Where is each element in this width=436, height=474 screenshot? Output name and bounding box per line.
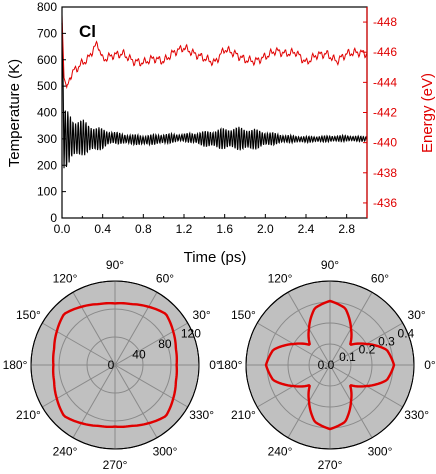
angle-tick-label: 330° bbox=[404, 408, 429, 422]
polar-frame bbox=[245, 280, 415, 450]
radial-tick-label: 80 bbox=[158, 337, 172, 351]
y-axis-label-right: Energy (eV) bbox=[419, 73, 436, 153]
x-tick-label: 0.8 bbox=[135, 222, 152, 236]
line-chart: 0.0 0.4 0.8 1.2 1.6 2.0 2.4 2.8 0 100 200 300 400 500… bbox=[6, 0, 436, 266]
radial-tick-label: 0.2 bbox=[359, 342, 376, 356]
temperature-line bbox=[61, 22, 368, 169]
y-tick-label-right: -438 bbox=[373, 166, 397, 180]
angular-grid-line bbox=[42, 322, 116, 366]
x-tick-label: 1.6 bbox=[216, 222, 233, 236]
y-tick-label-right: -448 bbox=[373, 15, 397, 29]
angular-grid-line bbox=[114, 322, 188, 366]
x-tick-label: 0.0 bbox=[54, 222, 71, 236]
y-tick-label-left: 100 bbox=[37, 185, 57, 199]
radial-tick-label: 0.3 bbox=[378, 334, 395, 348]
x-tick-label: 1.2 bbox=[176, 222, 193, 236]
angle-tick-label: 90° bbox=[321, 258, 339, 272]
angle-tick-label: 240° bbox=[53, 445, 78, 459]
angle-tick-label: 90° bbox=[106, 258, 124, 272]
angle-tick-label: 270° bbox=[318, 458, 343, 472]
angle-tick-label: 330° bbox=[189, 408, 214, 422]
radial-tick-label: 0 bbox=[108, 358, 115, 372]
radial-tick-label: 0.1 bbox=[339, 350, 356, 364]
y-tick-label-left: 200 bbox=[37, 158, 57, 172]
y-tick-label-right: -442 bbox=[373, 106, 397, 120]
angle-tick-label: 300° bbox=[153, 445, 178, 459]
y-tick-label-left: 500 bbox=[37, 79, 57, 93]
polar-data-line bbox=[264, 299, 396, 431]
angle-tick-label: 210° bbox=[231, 408, 256, 422]
angle-tick-label: 210° bbox=[16, 408, 41, 422]
radial-tick-label: 40 bbox=[132, 348, 146, 362]
polar-plot-right: 0° 30° 60° 90° 120° 150° 180° 210° 240° 270° 300° 3… bbox=[218, 258, 436, 472]
y-tick-label-left: 800 bbox=[37, 0, 57, 14]
y-tick-label-left: 400 bbox=[37, 106, 57, 120]
plot-frame bbox=[61, 6, 368, 219]
y-tick-label-left: 300 bbox=[37, 132, 57, 146]
x-axis-label: Time (ps) bbox=[184, 249, 247, 266]
x-tick-label: 0.4 bbox=[94, 222, 111, 236]
radial-tick-label: 120 bbox=[181, 327, 201, 341]
angle-tick-label: 150° bbox=[231, 308, 256, 322]
angular-grid-line bbox=[114, 364, 188, 408]
angle-tick-label: 120° bbox=[268, 271, 293, 285]
angle-tick-label: 240° bbox=[268, 445, 293, 459]
angular-grid-line bbox=[114, 364, 158, 438]
y-tick-label-left: 600 bbox=[37, 53, 57, 67]
polar-data-line bbox=[51, 301, 179, 429]
angular-grid-line bbox=[114, 292, 158, 366]
x-tick-label: 2.4 bbox=[298, 222, 315, 236]
angle-tick-label: 120° bbox=[53, 271, 78, 285]
angle-tick-label: 150° bbox=[16, 308, 41, 322]
angular-grid-line bbox=[72, 292, 116, 366]
y-tick-label-left: 700 bbox=[37, 26, 57, 40]
angle-tick-label: 30° bbox=[408, 308, 426, 322]
angle-tick-label: 0° bbox=[424, 358, 436, 372]
y-tick-label-right: -444 bbox=[373, 75, 397, 89]
x-tick-label: 2.0 bbox=[257, 222, 274, 236]
angle-tick-label: 60° bbox=[371, 271, 389, 285]
radial-tick-label: 0.4 bbox=[398, 327, 415, 341]
angular-grid-line bbox=[72, 364, 116, 438]
angle-tick-label: 0° bbox=[209, 358, 221, 372]
x-tick-label: 2.8 bbox=[338, 222, 355, 236]
y-tick-label-right: -446 bbox=[373, 45, 397, 59]
angle-tick-label: 180° bbox=[218, 358, 243, 372]
y-axis-label-left: Temperature (K) bbox=[6, 59, 23, 167]
angle-tick-label: 300° bbox=[368, 445, 393, 459]
angle-tick-label: 30° bbox=[193, 308, 211, 322]
y-tick-label-right: -436 bbox=[373, 196, 397, 210]
y-tick-label-right: -440 bbox=[373, 136, 397, 150]
angular-grid-line bbox=[42, 364, 116, 408]
polar-frame bbox=[30, 280, 200, 450]
energy-line bbox=[61, 14, 368, 90]
panel-label: Cl bbox=[79, 22, 96, 41]
polar-plot-left: 0° 30° 60° 90° 120° 150° 180° 210° 240° 270° 300° 3… bbox=[3, 258, 221, 472]
radial-tick-label: 0.0 bbox=[318, 358, 335, 372]
y-tick-label-left: 0 bbox=[50, 211, 57, 225]
angle-tick-label: 270° bbox=[103, 458, 128, 472]
angle-tick-label: 60° bbox=[156, 271, 174, 285]
angle-tick-label: 180° bbox=[3, 358, 28, 372]
